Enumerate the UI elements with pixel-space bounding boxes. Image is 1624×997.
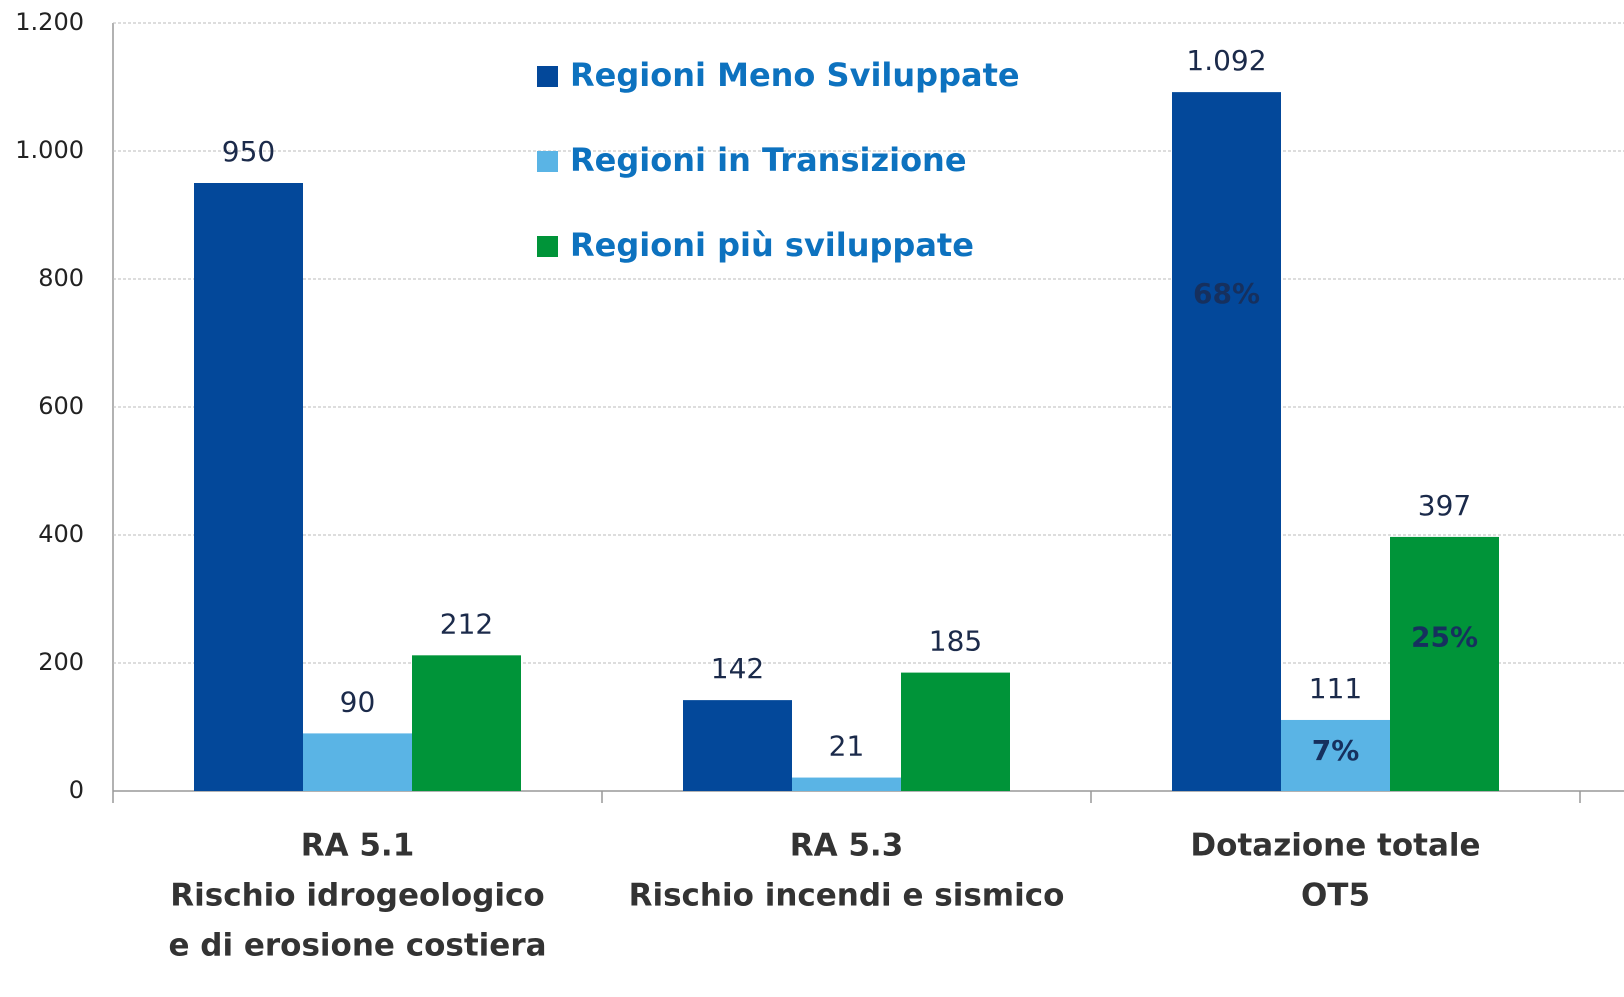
x-tick-label: Rischio incendi e sismico [629, 878, 1065, 914]
data-label: 950 [222, 135, 275, 168]
x-tick-label: RA 5.3 [790, 828, 904, 864]
y-tick-label: 400 [38, 520, 84, 548]
share-label: 25% [1411, 621, 1478, 654]
data-label: 142 [711, 652, 764, 685]
bar [1172, 92, 1281, 791]
bar [303, 733, 412, 791]
legend-swatch [537, 151, 558, 172]
y-tick-label: 1.000 [15, 136, 84, 164]
data-label: 212 [440, 607, 493, 640]
legend-label: Regioni in Transizione [570, 141, 967, 179]
x-tick-label: e di erosione costiera [168, 928, 546, 964]
y-tick-label: 800 [38, 264, 84, 292]
data-label: 90 [340, 685, 376, 718]
x-tick-label: Rischio idrogeologico [170, 878, 544, 914]
bar [412, 655, 521, 791]
share-label: 68% [1193, 277, 1260, 310]
y-tick-label: 200 [38, 648, 84, 676]
y-tick-label: 0 [69, 776, 84, 804]
y-tick-label: 1.200 [15, 8, 84, 36]
legend-label: Regioni più sviluppate [570, 226, 974, 264]
bar [194, 183, 303, 791]
data-label: 21 [829, 730, 865, 763]
legend-swatch [537, 66, 558, 87]
y-tick-label: 600 [38, 392, 84, 420]
data-label: 1.092 [1186, 44, 1266, 77]
data-label: 397 [1418, 489, 1471, 522]
bar [792, 778, 901, 791]
legend-swatch [537, 236, 558, 257]
x-tick-label: RA 5.1 [301, 828, 415, 864]
data-label: 111 [1309, 672, 1362, 705]
bar [1390, 537, 1499, 791]
share-label: 7% [1312, 734, 1360, 767]
x-tick-label: OT5 [1301, 878, 1370, 914]
x-tick-label: Dotazione totale [1190, 828, 1480, 864]
data-label: 185 [929, 625, 982, 658]
legend-label: Regioni Meno Sviluppate [570, 56, 1020, 94]
bar [683, 700, 792, 791]
bar [901, 673, 1010, 791]
chart: 0 200 400 600 800 1.000 1.200 RA 5.1 Rischio idr… [0, 0, 1624, 997]
